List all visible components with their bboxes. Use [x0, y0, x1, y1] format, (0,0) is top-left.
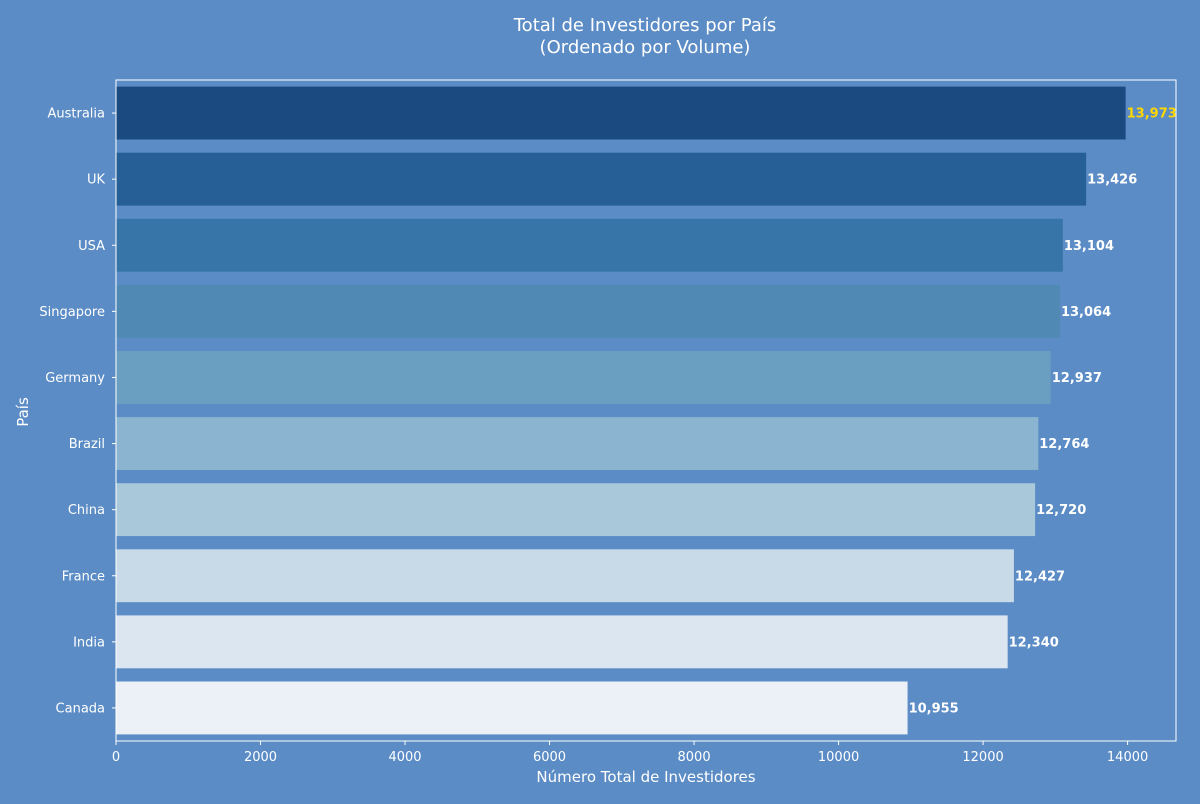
- bar-france: [116, 549, 1014, 603]
- data-label-china: 12,720: [1036, 503, 1086, 518]
- data-label-usa: 13,104: [1064, 239, 1114, 254]
- chart-title-line-2: (Ordenado por Volume): [540, 37, 751, 58]
- bar-australia: [116, 86, 1126, 140]
- x-tick-label: 10000: [818, 750, 859, 765]
- y-tick-label-uk: UK: [87, 173, 106, 188]
- x-tick-label: 8000: [678, 750, 711, 765]
- data-label-canada: 10,955: [909, 701, 959, 716]
- bar-uk: [116, 152, 1087, 206]
- data-label-brazil: 12,764: [1039, 437, 1089, 452]
- data-label-uk: 13,426: [1087, 173, 1137, 188]
- data-label-india: 12,340: [1009, 635, 1059, 650]
- y-tick-label-france: France: [62, 569, 105, 584]
- x-tick-label: 2000: [244, 750, 277, 765]
- y-tick-label-india: India: [73, 635, 105, 650]
- x-axis-label: Número Total de Investidores: [536, 768, 755, 786]
- bar-singapore: [116, 284, 1060, 338]
- x-tick-label: 0: [112, 750, 120, 765]
- chart-title-line-1: Total de Investidores por País: [513, 15, 777, 36]
- plot-frame: [115, 79, 1177, 742]
- data-label-australia: 13,973: [1127, 107, 1177, 122]
- x-tick-label: 14000: [1107, 750, 1148, 765]
- y-tick-label-china: China: [68, 503, 105, 518]
- data-label-france: 12,427: [1015, 569, 1065, 584]
- y-tick-label-germany: Germany: [45, 371, 105, 386]
- data-label-germany: 12,937: [1052, 371, 1102, 386]
- bar-germany: [116, 351, 1051, 404]
- bar-china: [116, 483, 1036, 537]
- x-tick-label: 12000: [962, 750, 1003, 765]
- x-tick-label: 4000: [388, 750, 421, 765]
- y-tick-label-usa: USA: [78, 239, 105, 254]
- bar-brazil: [116, 417, 1039, 470]
- y-tick-label-brazil: Brazil: [69, 437, 105, 452]
- plot-area: 13,973 Australia 13,426 UK 13,104 USA 13,064 Si…: [39, 79, 1177, 765]
- bar-usa: [116, 218, 1063, 272]
- y-tick-label-singapore: Singapore: [39, 305, 105, 320]
- bar-india: [116, 615, 1008, 669]
- y-tick-label-australia: Australia: [47, 107, 105, 122]
- data-label-singapore: 13,064: [1061, 305, 1111, 320]
- x-tick-label: 6000: [533, 750, 566, 765]
- y-tick-label-canada: Canada: [56, 701, 105, 716]
- y-axis-label: País: [14, 397, 32, 427]
- bar-canada: [116, 681, 908, 735]
